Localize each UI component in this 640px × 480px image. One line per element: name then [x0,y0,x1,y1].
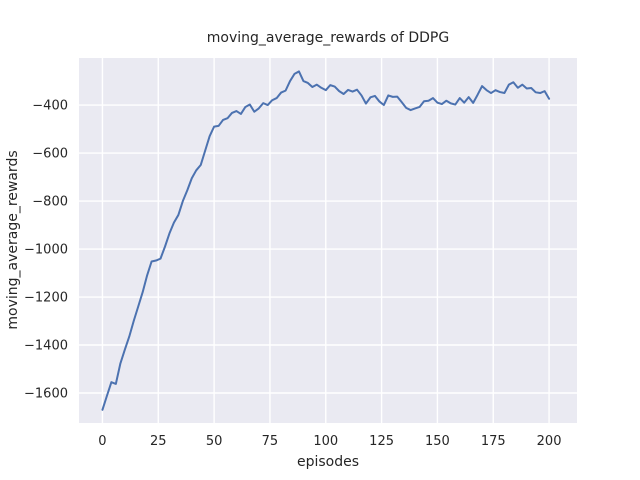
x-axis-label: episodes [297,454,359,470]
y-tick-label: −1000 [24,243,68,258]
tick-labels: 0 25 50 75 100 125 150 175 200 −400 −600 −800 −1000 −… [24,99,561,449]
y-tick-label: −1600 [24,387,68,402]
x-tick-label: 200 [537,434,562,449]
x-tick-label: 75 [262,434,279,449]
y-tick-label: −600 [32,147,68,162]
reward-line [101,70,551,411]
y-tick-label: −400 [32,99,68,114]
y-tick-label: −800 [32,195,68,210]
y-axis-label: moving_average_rewards [5,150,21,329]
x-tick-label: 175 [481,434,506,449]
y-tick-label: −1200 [24,291,68,306]
y-tick-label: −1400 [24,339,68,354]
x-tick-label: 50 [206,434,223,449]
x-tick-label: 25 [150,434,167,449]
x-tick-label: 0 [98,434,106,449]
plot-area [79,58,577,423]
grid-lines [79,58,577,423]
x-tick-label: 125 [369,434,394,449]
x-tick-label: 100 [313,434,338,449]
chart-title: moving_average_rewards of DDPG [207,30,449,46]
x-tick-label: 150 [425,434,450,449]
reward-series [101,70,551,411]
